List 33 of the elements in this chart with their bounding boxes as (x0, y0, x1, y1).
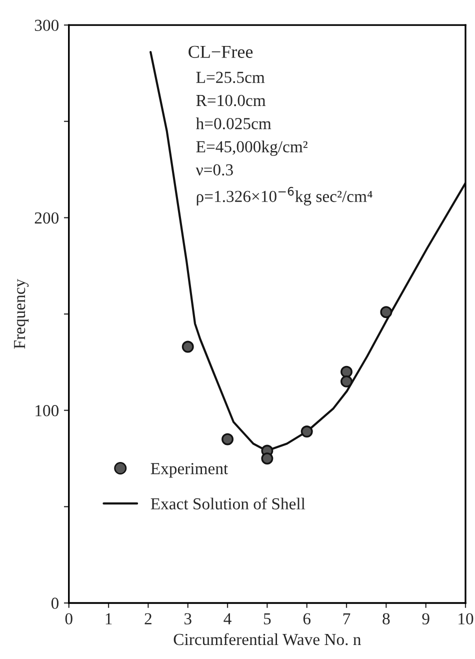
annotation: L=25.5cm (196, 72, 265, 84)
point (340, 366, 352, 378)
point (182, 340, 194, 353)
y-axis-title: Frequency (14, 278, 29, 349)
annotation: h=0.025cm (196, 118, 272, 130)
y-tick-label: 300 (34, 20, 59, 31)
x-tick-label: 2 (144, 613, 152, 624)
point (222, 433, 234, 446)
legend-label: Experiment (150, 463, 228, 478)
y-tick-label: 0 (51, 598, 59, 609)
point (300, 426, 313, 438)
annotation: R=10.0cm (196, 94, 266, 106)
annotation: E=45,000kg/cm² (196, 140, 308, 156)
annotation: CL−Free (188, 46, 253, 58)
point (261, 452, 274, 464)
x-tick-label: 6 (303, 613, 311, 624)
point (340, 375, 352, 388)
x-tick-label: 9 (422, 613, 430, 624)
x-tick-label: 7 (343, 613, 350, 624)
x-tick-label: 1 (106, 613, 112, 624)
point (380, 306, 392, 318)
x-tick-label: 0 (65, 613, 72, 624)
y-tick-label: 100 (36, 405, 59, 416)
annotation: ν=0.3 (196, 164, 233, 176)
x-tick-label: 4 (224, 613, 232, 624)
x-tick-label: 5 (264, 613, 271, 624)
x-tick-label: 10 (458, 613, 474, 624)
annotation: ρ=1.326×10$^{−6}$kg sec²/cm⁴ (196, 186, 372, 206)
x-tick-label: 3 (184, 613, 192, 624)
x-tick-label: 8 (382, 613, 390, 624)
y-tick-label: 200 (34, 212, 59, 224)
legend-label: Exact Solution of Shell (150, 498, 306, 510)
x-axis-title: Circumferential Wave No. n (174, 633, 361, 646)
